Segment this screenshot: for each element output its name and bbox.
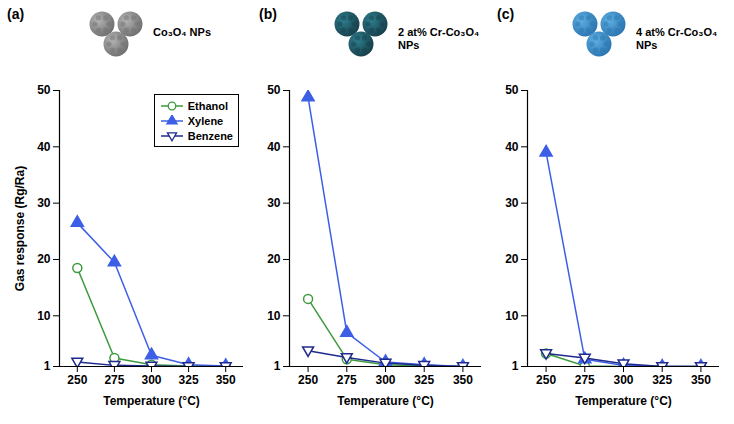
svg-text:30: 30 [505, 196, 519, 210]
html-text:Ethanol: Ethanol [187, 99, 229, 112]
html-text:Benzene: Benzene [187, 129, 233, 142]
svg-text:1: 1 [512, 359, 519, 373]
svg-text:40: 40 [37, 140, 51, 154]
svg-text:275: 275 [337, 373, 357, 387]
svg-text:250: 250 [298, 373, 318, 387]
svg-text:40: 40 [267, 140, 281, 154]
svg-text:Temperature (°C): Temperature (°C) [575, 394, 672, 408]
svg-text:30: 30 [267, 196, 281, 210]
svg-text:30: 30 [37, 196, 51, 210]
svg-text:250: 250 [67, 373, 87, 387]
svg-text:20: 20 [37, 252, 51, 266]
svg-text:300: 300 [375, 373, 395, 387]
svg-text:1: 1 [44, 359, 51, 373]
svg-text:10: 10 [505, 309, 519, 323]
svg-text:20: 20 [505, 252, 519, 266]
html-text:4 at% Cr-Co₃O₄ NPs: 4 at% Cr-Co₃O₄ NPs [636, 26, 718, 51]
html-text:Co₃O₄ NPs: Co₃O₄ NPs [153, 26, 211, 38]
svg-text:20: 20 [267, 252, 281, 266]
svg-text:50: 50 [37, 83, 51, 97]
html-text:(c): (c) [497, 6, 515, 22]
svg-text:1: 1 [274, 359, 281, 373]
svg-text:350: 350 [691, 373, 711, 387]
svg-text:40: 40 [505, 140, 519, 154]
svg-text:Temperature (°C): Temperature (°C) [103, 394, 200, 408]
html-text:(b): (b) [259, 6, 277, 22]
svg-text:Gas response (Rg/Ra): Gas response (Rg/Ra) [13, 166, 27, 291]
svg-text:350: 350 [453, 373, 473, 387]
svg-text:325: 325 [414, 373, 434, 387]
html-text:Xylene: Xylene [187, 114, 224, 127]
svg-text:10: 10 [267, 309, 281, 323]
svg-text:325: 325 [652, 373, 672, 387]
html-text:(a): (a) [7, 6, 25, 22]
svg-text:325: 325 [179, 373, 199, 387]
svg-text:275: 275 [575, 373, 595, 387]
svg-text:50: 50 [505, 83, 519, 97]
svg-text:300: 300 [613, 373, 633, 387]
html-text:2 at% Cr-Co₃O₄ NPs: 2 at% Cr-Co₃O₄ NPs [398, 26, 480, 51]
svg-text:250: 250 [536, 373, 556, 387]
svg-text:10: 10 [37, 309, 51, 323]
svg-text:350: 350 [216, 373, 236, 387]
svg-text:300: 300 [141, 373, 161, 387]
svg-text:Temperature (°C): Temperature (°C) [337, 394, 434, 408]
svg-text:275: 275 [104, 373, 124, 387]
svg-text:50: 50 [267, 83, 281, 97]
